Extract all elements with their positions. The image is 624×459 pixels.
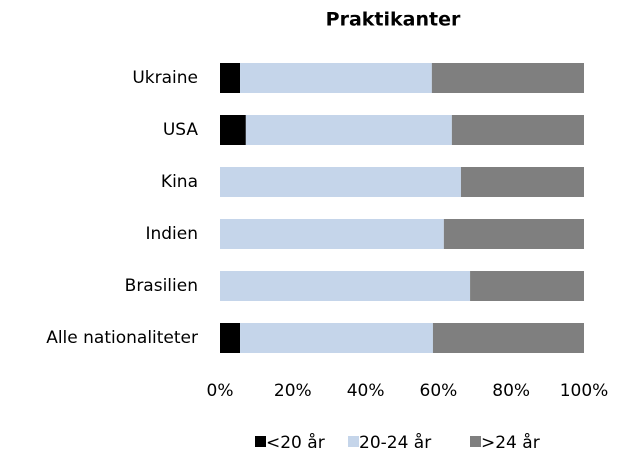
bar-segment: [460, 167, 584, 197]
legend-swatch: [470, 436, 481, 447]
y-tick-label: Brasilien: [125, 276, 198, 296]
x-tick-label: 100%: [560, 381, 609, 401]
bar-segment: [240, 323, 433, 353]
x-tick-label: 60%: [420, 381, 458, 401]
legend-label: 20-24 år: [359, 432, 431, 453]
bar-segment: [470, 271, 584, 301]
bar-segment: [220, 63, 241, 93]
x-tick-label: 0%: [207, 381, 234, 401]
bar-segment: [220, 167, 461, 197]
legend-swatch: [255, 436, 266, 447]
legend-swatch: [348, 436, 359, 447]
bar-segment: [220, 271, 471, 301]
bar-segment: [451, 115, 584, 145]
x-tick-label: 80%: [492, 381, 530, 401]
bar-segment: [432, 323, 584, 353]
legend-label: <20 år: [266, 432, 325, 453]
bar-segment: [245, 115, 452, 145]
bar-segment: [431, 63, 584, 93]
y-tick-label: USA: [163, 120, 199, 140]
bar-segment: [220, 219, 444, 249]
y-tick-label: Indien: [145, 224, 198, 244]
bar-segment: [240, 63, 432, 93]
bar-segment: [220, 115, 246, 145]
y-tick-label: Kina: [161, 172, 198, 192]
bar-segment: [220, 323, 241, 353]
bar-segment: [443, 219, 584, 249]
x-tick-label: 40%: [347, 381, 385, 401]
y-tick-label: Ukraine: [132, 68, 198, 88]
chart-title: Praktikanter: [326, 9, 461, 31]
legend-label: >24 år: [481, 432, 540, 453]
y-tick-label: Alle nationaliteter: [46, 328, 198, 348]
x-tick-label: 20%: [274, 381, 312, 401]
